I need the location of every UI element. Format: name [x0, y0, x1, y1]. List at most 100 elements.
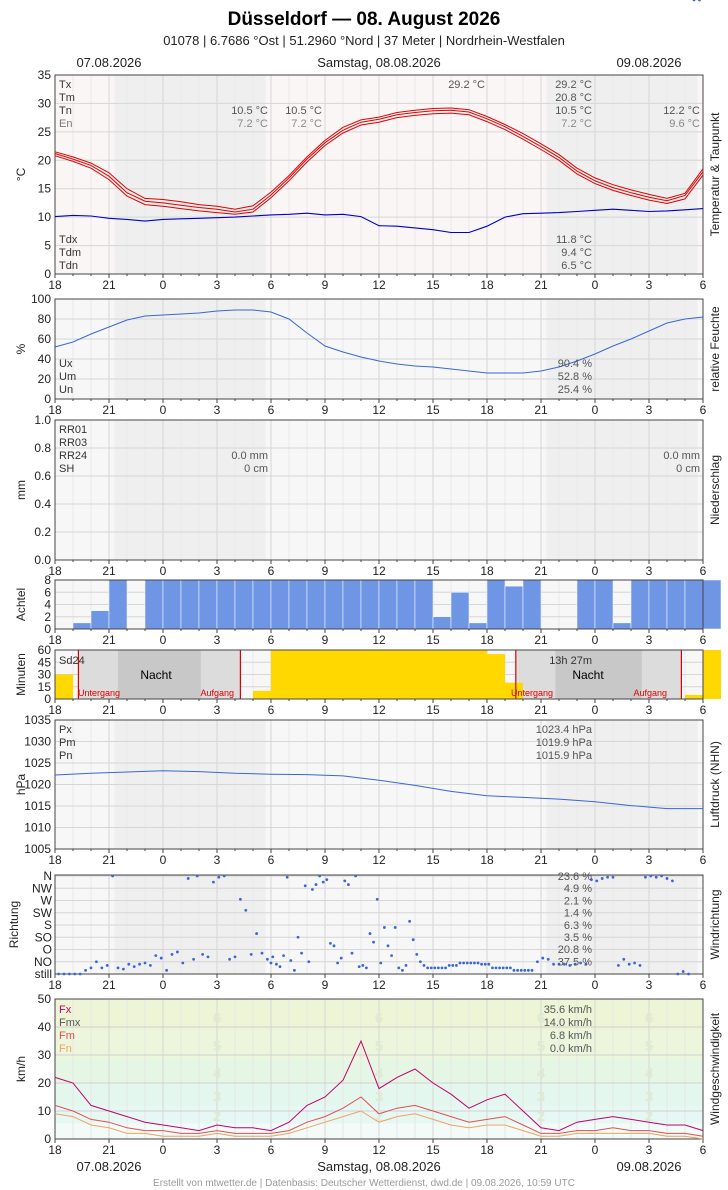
- temp-stat-day: 10.5 °C: [555, 105, 592, 117]
- wind-dir-point: [557, 962, 561, 966]
- wdir-category-label: W: [41, 894, 53, 908]
- sunshine-xtick-label: 9: [322, 703, 329, 717]
- wind-dir-point: [201, 953, 205, 956]
- wind-dir-point: [176, 950, 179, 954]
- humidity-xtick-label: 12: [372, 403, 386, 417]
- clouds-xtick-label: 9: [322, 633, 329, 647]
- precipitation-xtick-label: 15: [426, 564, 440, 578]
- wind-dir-point: [154, 954, 158, 958]
- precipitation-xtick-label: 21: [534, 564, 548, 578]
- wind-dir-point: [170, 953, 174, 956]
- temp-stat-right-tn: 12.2 °C: [663, 105, 700, 117]
- humidity-xtick-label: 15: [426, 403, 440, 417]
- humidity-xtick-label: 21: [102, 403, 116, 417]
- wdir-xtick-label: 12: [372, 978, 386, 992]
- wspd-xtick-label: 12: [372, 1143, 386, 1157]
- sunshine-xtick-label: 21: [102, 703, 116, 717]
- press-stat-value: 1019.9 hPa: [536, 737, 593, 749]
- wind-dir-point: [487, 962, 491, 966]
- wspd-ytick-label: 50: [38, 992, 52, 1006]
- cloud-bar: [702, 579, 722, 630]
- precipitation-side-label: Niederschlag: [708, 455, 722, 525]
- wind-dir-point: [62, 972, 66, 976]
- sunshine-xtick-label: 21: [534, 703, 548, 717]
- precipitation-xtick-label: 6: [700, 564, 707, 578]
- clouds-ytick-label: 4: [44, 598, 51, 612]
- precipitation-xtick-label: 18: [480, 564, 494, 578]
- wind-dir-point: [426, 966, 429, 970]
- wind-dir-point: [354, 874, 357, 878]
- temperature-xtick-label: 21: [102, 278, 116, 292]
- clouds-xtick-label: 3: [214, 633, 221, 647]
- page-title: Düsseldorf — 08. August 2026: [228, 9, 501, 30]
- wind-dir-point: [509, 966, 512, 970]
- wind-dir-point: [212, 880, 215, 884]
- humidity-xtick-label: 18: [480, 403, 494, 417]
- temperature-xtick-label: 21: [534, 278, 548, 292]
- precipitation-ytick-label: 0.0: [34, 553, 51, 567]
- bft-label: 5: [645, 1038, 653, 1055]
- wind-dir-point: [73, 972, 77, 976]
- cloud-bar: [198, 579, 218, 630]
- wind-dir-point: [563, 962, 566, 966]
- wdir-xtick-label: 3: [646, 978, 653, 992]
- wdir-xtick-label: 18: [480, 978, 494, 992]
- humidity-xtick-label: 3: [646, 403, 653, 417]
- wind-dir-point: [676, 972, 680, 976]
- cloud-bar: [450, 592, 470, 630]
- wind-dir-point: [269, 961, 273, 965]
- pressure-xtick-label: 21: [534, 853, 548, 867]
- humidity-ylabel: %: [14, 343, 28, 354]
- wind-dir-point: [275, 962, 278, 966]
- bft-label: 4: [213, 1065, 222, 1082]
- date-left-top: 07.08.2026: [76, 55, 141, 70]
- wind-dir-point: [523, 968, 527, 972]
- sun-night-core: [118, 650, 201, 699]
- cloud-bar: [432, 616, 452, 630]
- wind-dir-point: [78, 972, 82, 976]
- series-Tn: [54, 112, 704, 215]
- bft-label: 6: [375, 1010, 383, 1027]
- wdir-category-label: NO: [34, 955, 52, 969]
- sun-night-core: [555, 650, 642, 699]
- wspd-xtick-label: 18: [48, 1143, 62, 1157]
- cloud-bar: [378, 579, 398, 630]
- wind-dir-point: [159, 956, 163, 960]
- wspd-ytick-label: 10: [38, 1104, 52, 1118]
- wspd-stat-value: 0.0 km/h: [550, 1043, 592, 1055]
- wdir-xtick-label: 21: [534, 978, 548, 992]
- wdir-xtick-label: 0: [592, 978, 599, 992]
- precipitation-xtick-label: 6: [268, 564, 275, 578]
- wdir-xtick-label: 9: [322, 978, 329, 992]
- humidity-ytick-label: 40: [38, 352, 52, 366]
- precip-stat-label-SH: SH: [59, 463, 74, 475]
- sunshine-ytick-label: 30: [38, 668, 52, 682]
- wind-dir-point: [422, 964, 426, 967]
- bft-label: 3: [537, 1089, 545, 1106]
- wdir-xtick-label: 18: [48, 978, 62, 992]
- wspd-xtick-label: 6: [700, 1143, 707, 1157]
- temperature-xtick-label: 6: [268, 278, 275, 292]
- wind-dir-point: [289, 959, 293, 962]
- wind-dir-point: [239, 897, 242, 901]
- wind-dir-point: [527, 968, 530, 972]
- sun-bar: [397, 650, 415, 699]
- cloud-bar: [72, 622, 92, 630]
- wspd-stat-value: 6.8 km/h: [550, 1030, 592, 1042]
- series-Pm: [54, 770, 703, 810]
- cloud-bar: [504, 585, 524, 630]
- wind-dir-point: [314, 883, 318, 886]
- bft-label: 3: [213, 1089, 221, 1106]
- wind-dir-point: [255, 932, 258, 935]
- precip-stat-label-RR03: RR03: [59, 437, 87, 449]
- press-stat-value: 1023.4 hPa: [536, 724, 593, 736]
- wind-dir-point: [491, 966, 494, 970]
- wspd-stat-value: 14.0 km/h: [544, 1017, 592, 1029]
- bft-label: 5: [537, 1038, 545, 1055]
- humidity-xtick-label: 9: [322, 403, 329, 417]
- wind-dir-point: [397, 966, 401, 970]
- wind-dir-point: [165, 968, 169, 972]
- wspd-xtick-label: 3: [214, 1143, 221, 1157]
